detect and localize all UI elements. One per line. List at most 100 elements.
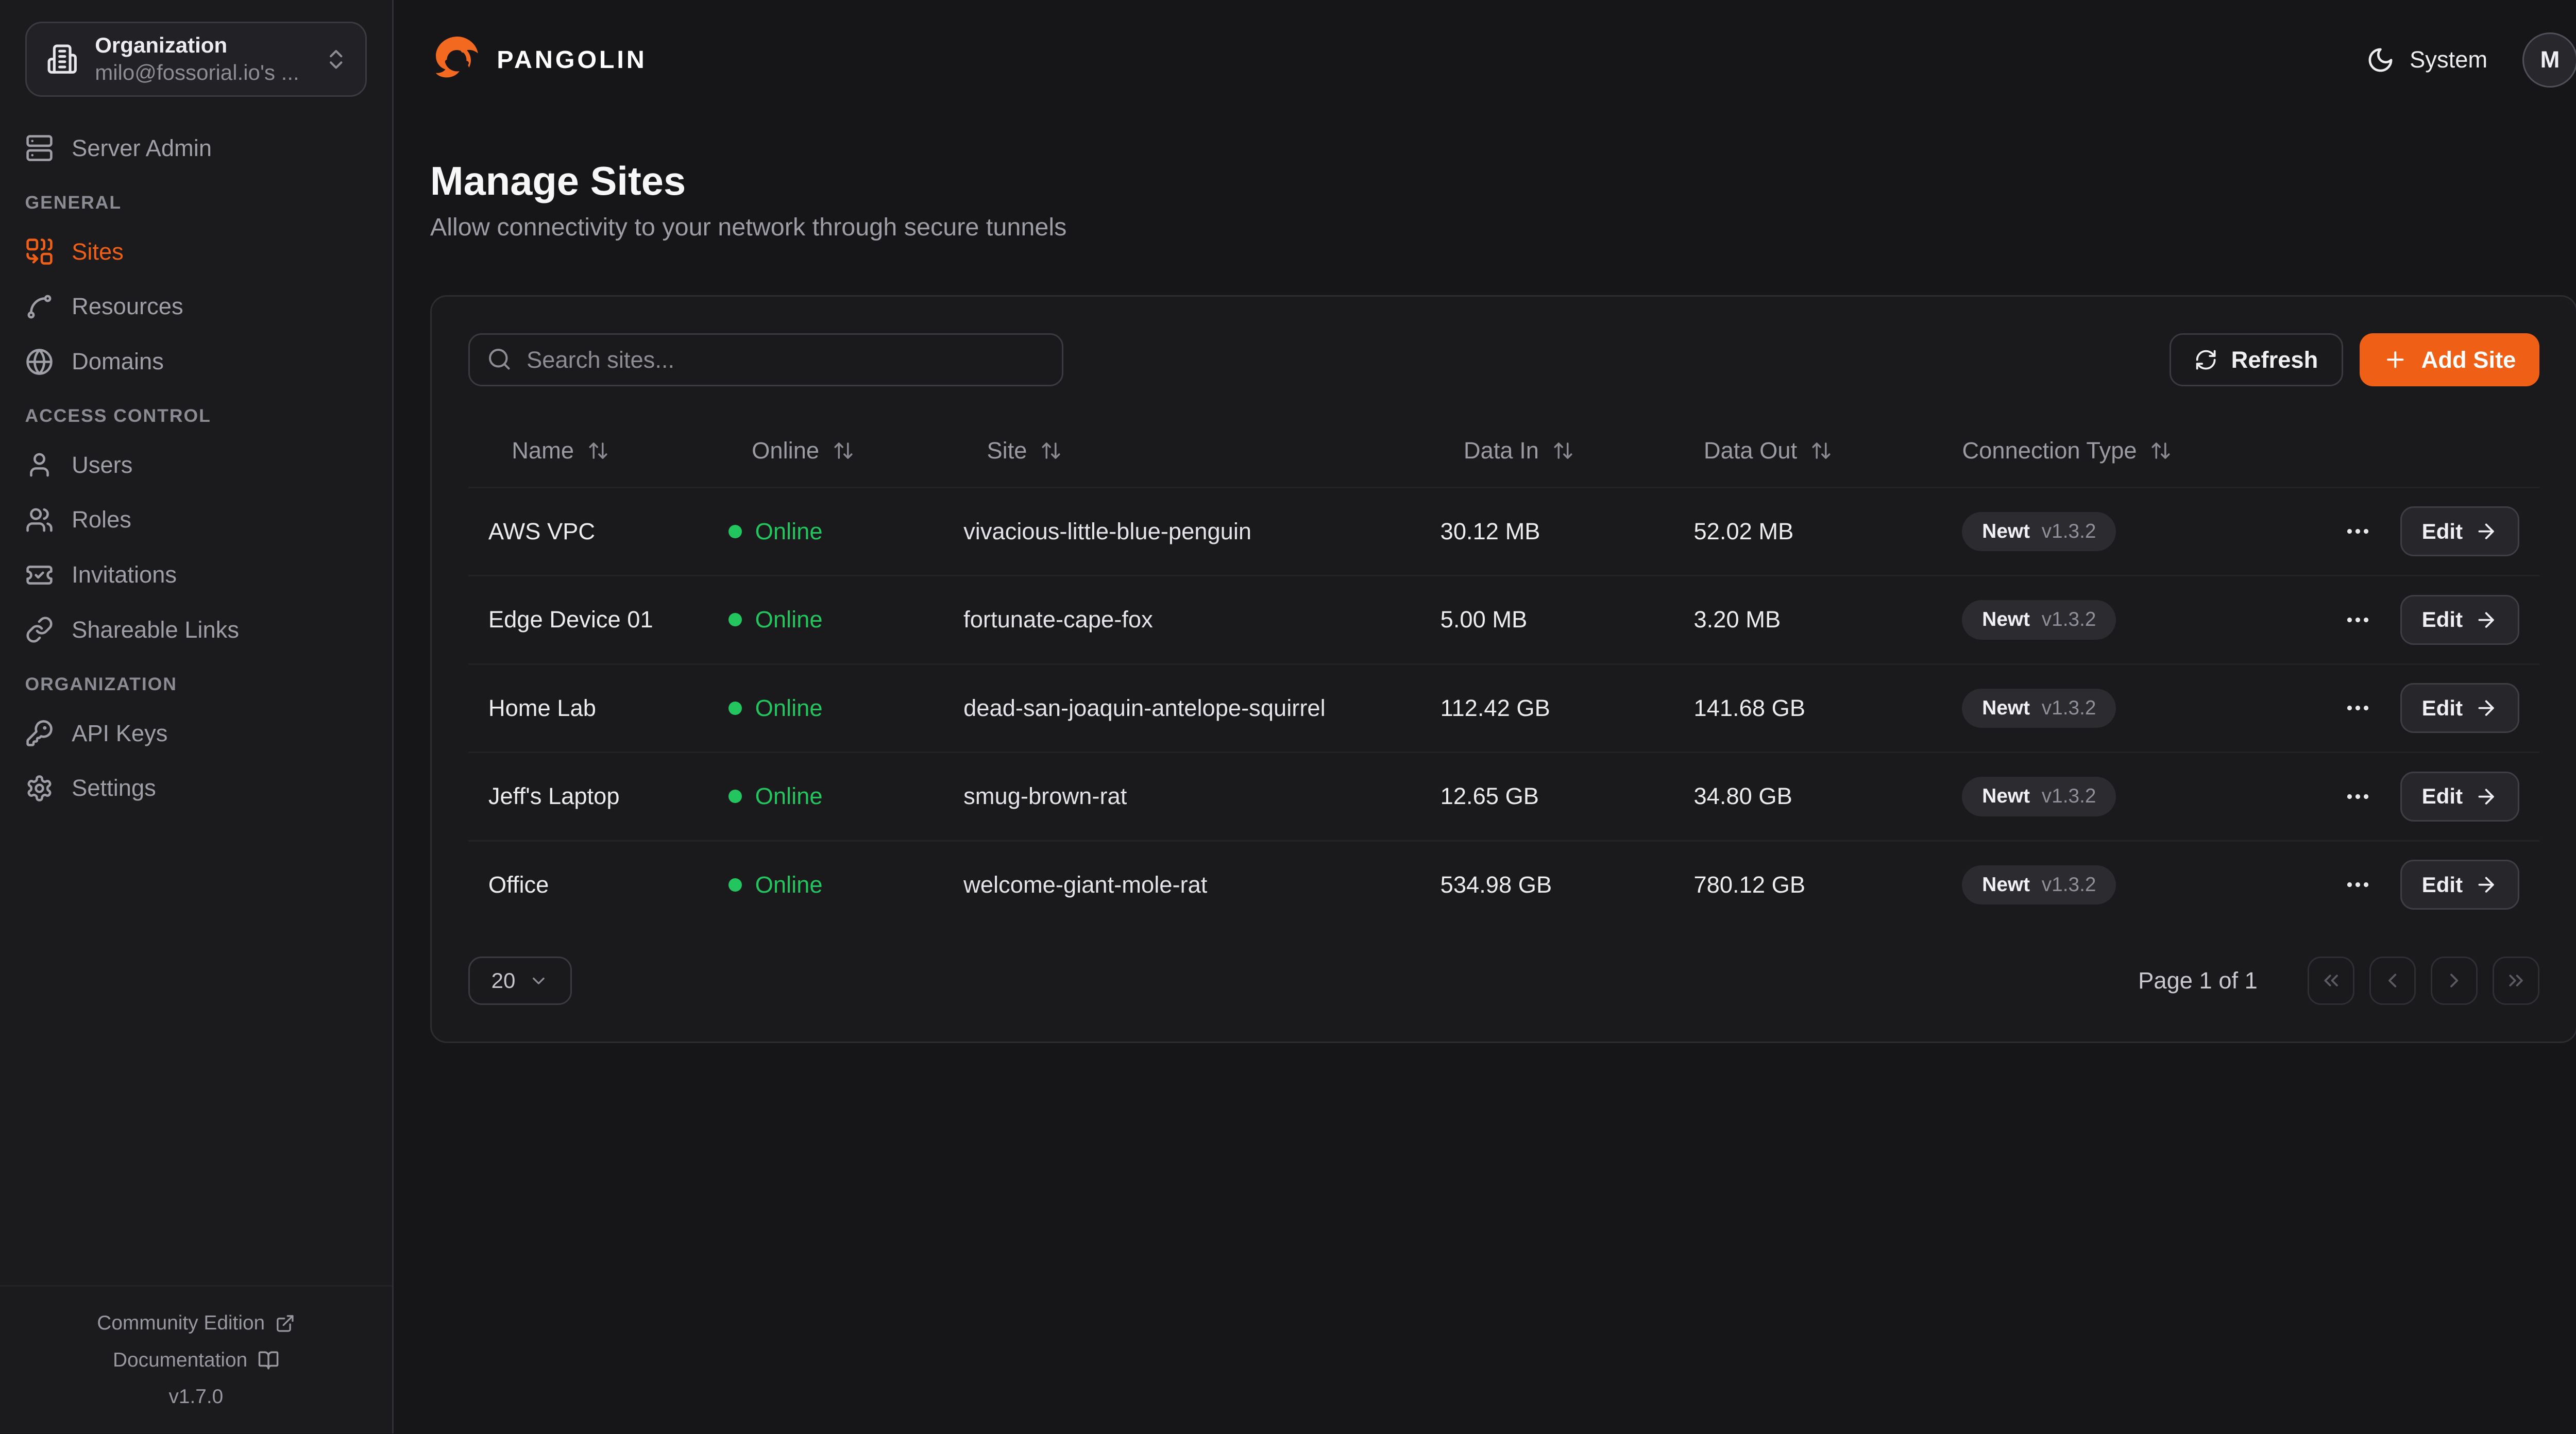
- chevron-down-icon: [529, 971, 549, 991]
- online-dot-icon: [728, 524, 742, 538]
- data-out-cell: 52.02 MB: [1693, 518, 1794, 544]
- column-header-name[interactable]: Name: [468, 437, 728, 464]
- column-label: Online: [752, 437, 820, 464]
- topbar: PANGOLIN System M: [394, 0, 2576, 120]
- users-icon: [25, 506, 54, 534]
- sidebar-item-roles[interactable]: Roles: [25, 498, 367, 541]
- sidebar-item-server-admin[interactable]: Server Admin: [25, 127, 367, 170]
- avatar[interactable]: M: [2522, 32, 2576, 88]
- edit-button-label: Edit: [2421, 695, 2463, 720]
- search-input[interactable]: [468, 333, 1064, 387]
- sidebar-nav: Server Admin GENERAL Sites Resources Dom…: [0, 97, 392, 822]
- row-menu-button[interactable]: [2344, 694, 2372, 722]
- key-icon: [25, 719, 54, 747]
- row-menu-button[interactable]: [2344, 870, 2372, 899]
- sidebar-item-label: API Keys: [72, 720, 168, 746]
- site-name-cell: AWS VPC: [488, 518, 596, 544]
- organization-picker[interactable]: Organization milo@fossorial.io's ...: [25, 22, 367, 97]
- sites-card: Refresh Add Site Name: [430, 295, 2576, 1044]
- data-out-cell: 141.68 GB: [1693, 694, 1806, 721]
- page-subtitle: Allow connectivity to your network throu…: [430, 213, 1067, 242]
- brand-logo[interactable]: PANGOLIN: [430, 34, 647, 86]
- column-header-data-in[interactable]: Data In: [1440, 437, 1694, 464]
- page-title: Manage Sites: [430, 159, 686, 203]
- card-toolbar: Refresh Add Site: [468, 333, 2539, 387]
- sidebar-section-organization: ORGANIZATION API Keys Settings: [25, 672, 367, 810]
- column-header-connection-type[interactable]: Connection Type: [1962, 437, 2319, 464]
- sort-icon: [1040, 440, 1062, 462]
- sidebar-item-domains[interactable]: Domains: [25, 340, 367, 383]
- row-menu-button[interactable]: [2344, 782, 2372, 811]
- add-site-button[interactable]: Add Site: [2359, 333, 2539, 387]
- online-status-cell: Online: [728, 783, 963, 810]
- last-page-button[interactable]: [2493, 957, 2539, 1005]
- column-label: Connection Type: [1962, 437, 2137, 464]
- edit-button[interactable]: Edit: [2400, 594, 2519, 645]
- section-label-organization: ORGANIZATION: [25, 673, 177, 694]
- documentation-link[interactable]: Documentation: [0, 1342, 392, 1378]
- online-status-cell: Online: [728, 606, 963, 633]
- section-label-access-control: ACCESS CONTROL: [25, 405, 211, 426]
- refresh-button[interactable]: Refresh: [2170, 333, 2343, 387]
- page-size-select[interactable]: 20: [468, 957, 572, 1005]
- connection-type-cell: Newt v1.3.2: [1962, 600, 2319, 640]
- data-out-cell: 780.12 GB: [1693, 871, 1806, 898]
- connection-type-cell: Newt v1.3.2: [1962, 511, 2319, 552]
- theme-toggle-label: System: [2410, 46, 2488, 73]
- sidebar-item-settings[interactable]: Settings: [25, 766, 367, 810]
- pangolin-logo-icon: [435, 37, 478, 78]
- table-header-row: Name Online Site Data In: [468, 415, 2539, 486]
- row-menu-button[interactable]: [2344, 606, 2372, 634]
- sort-icon: [833, 440, 854, 462]
- sidebar-item-label: Settings: [72, 775, 156, 801]
- connection-name: Newt: [1982, 608, 2030, 631]
- theme-toggle[interactable]: System: [2366, 46, 2487, 74]
- edit-button[interactable]: Edit: [2400, 860, 2519, 910]
- status-badge: Online: [755, 518, 823, 544]
- first-page-button[interactable]: [2307, 957, 2354, 1005]
- column-header-site[interactable]: Site: [963, 437, 1440, 464]
- sidebar: Organization milo@fossorial.io's ... Ser…: [0, 0, 394, 1433]
- sidebar-item-users[interactable]: Users: [25, 443, 367, 487]
- organization-picker-label: Organization: [95, 33, 228, 58]
- sidebar-footer: Community Edition Documentation v1.7.0: [0, 1285, 392, 1433]
- connection-name: Newt: [1982, 520, 2030, 542]
- connection-name: Newt: [1982, 873, 2030, 896]
- row-actions-cell: Edit: [2319, 683, 2539, 733]
- status-badge: Online: [755, 783, 823, 810]
- row-menu-button[interactable]: [2344, 517, 2372, 545]
- sidebar-item-resources[interactable]: Resources: [25, 285, 367, 328]
- edit-button-label: Edit: [2421, 607, 2463, 632]
- data-in-cell: 12.65 GB: [1440, 783, 1539, 810]
- previous-page-button[interactable]: [2369, 957, 2416, 1005]
- gear-icon: [25, 774, 54, 803]
- sidebar-item-label: Resources: [72, 293, 183, 320]
- edit-button[interactable]: Edit: [2400, 771, 2519, 822]
- building-icon: [46, 43, 78, 75]
- site-name-cell: Edge Device 01: [488, 606, 653, 633]
- organization-picker-texts: Organization milo@fossorial.io's ...: [95, 32, 307, 86]
- chevron-right-icon: [2443, 969, 2466, 992]
- column-label: Data Out: [1703, 437, 1798, 464]
- sidebar-item-label: Roles: [72, 506, 131, 533]
- refresh-icon: [2194, 348, 2217, 371]
- next-page-button[interactable]: [2431, 957, 2478, 1005]
- community-edition-link[interactable]: Community Edition: [0, 1305, 392, 1342]
- toolbar-buttons: Refresh Add Site: [2170, 333, 2539, 387]
- edit-button[interactable]: Edit: [2400, 683, 2519, 733]
- column-header-data-out[interactable]: Data Out: [1693, 437, 1962, 464]
- avatar-initial: M: [2540, 46, 2560, 73]
- table-body: AWS VPC Online vivacious-little-blue-pen…: [468, 486, 2539, 929]
- sidebar-item-shareable-links[interactable]: Shareable Links: [25, 608, 367, 652]
- data-in-cell: 5.00 MB: [1440, 606, 1528, 633]
- edit-button-label: Edit: [2421, 872, 2463, 897]
- sidebar-item-api-keys[interactable]: API Keys: [25, 712, 367, 755]
- search-icon: [487, 347, 512, 372]
- column-label: Data In: [1463, 437, 1539, 464]
- arrow-right-icon: [2475, 785, 2498, 808]
- sidebar-item-invitations[interactable]: Invitations: [25, 553, 367, 596]
- edit-button[interactable]: Edit: [2400, 506, 2519, 557]
- arrow-right-icon: [2475, 696, 2498, 720]
- sidebar-item-sites[interactable]: Sites: [25, 230, 367, 274]
- column-header-online[interactable]: Online: [728, 437, 963, 464]
